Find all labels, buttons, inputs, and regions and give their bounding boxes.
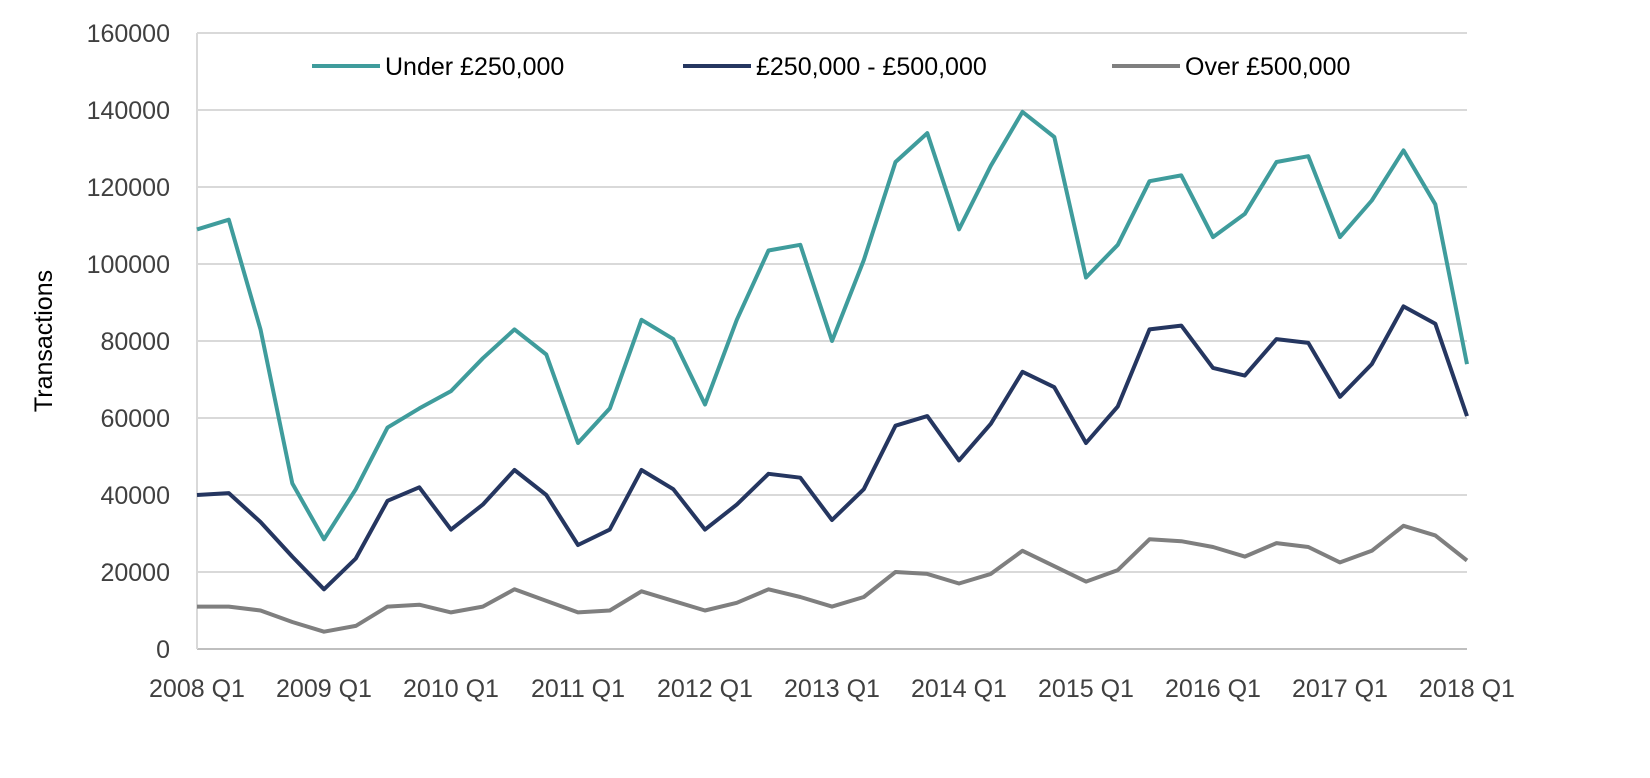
- y-tick-label: 80000: [100, 328, 170, 356]
- x-tick-label: 2011 Q1: [531, 675, 625, 703]
- y-tick-label: 0: [156, 636, 170, 664]
- legend-label-0: Under £250,000: [385, 53, 564, 81]
- x-tick-label: 2012 Q1: [657, 675, 753, 703]
- y-axis-ticks: 0 20000 40000 60000 80000 100000 120000 140000 1…: [87, 20, 170, 664]
- series-lines: [196, 109, 1469, 634]
- series-line-1: [196, 304, 1469, 592]
- y-tick-label: 40000: [100, 482, 170, 510]
- y-tick-label: 140000: [87, 97, 170, 125]
- series-line-2: [197, 523, 1469, 634]
- x-tick-label: 2014 Q1: [911, 675, 1007, 703]
- x-tick-label: 2016 Q1: [1165, 675, 1261, 703]
- legend: Under £250,000 £250,000 - £500,000 Over £5…: [312, 53, 1350, 81]
- y-tick-label: 60000: [100, 405, 170, 433]
- x-tick-label: 2018 Q1: [1419, 675, 1515, 703]
- x-tick-label: 2010 Q1: [403, 675, 499, 703]
- x-tick-label: 2017 Q1: [1292, 675, 1388, 703]
- x-tick-label: 2013 Q1: [784, 675, 880, 703]
- x-tick-label: 2009 Q1: [276, 675, 372, 703]
- y-tick-label: 100000: [87, 251, 170, 279]
- x-axis-ticks: 2008 Q1 2009 Q1 2010 Q1 2011 Q1 2012 Q1 2013 …: [149, 675, 1515, 703]
- series-line-0: [196, 109, 1469, 542]
- y-tick-label: 120000: [87, 174, 170, 202]
- x-tick-label: 2015 Q1: [1038, 675, 1134, 703]
- x-tick-label: 2008 Q1: [149, 675, 245, 703]
- y-tick-label: 20000: [100, 559, 170, 587]
- y-tick-label: 160000: [87, 20, 170, 48]
- legend-label-2: Over £500,000: [1185, 53, 1350, 81]
- y-axis-label: Transactions: [30, 270, 58, 412]
- legend-label-1: £250,000 - £500,000: [756, 53, 987, 81]
